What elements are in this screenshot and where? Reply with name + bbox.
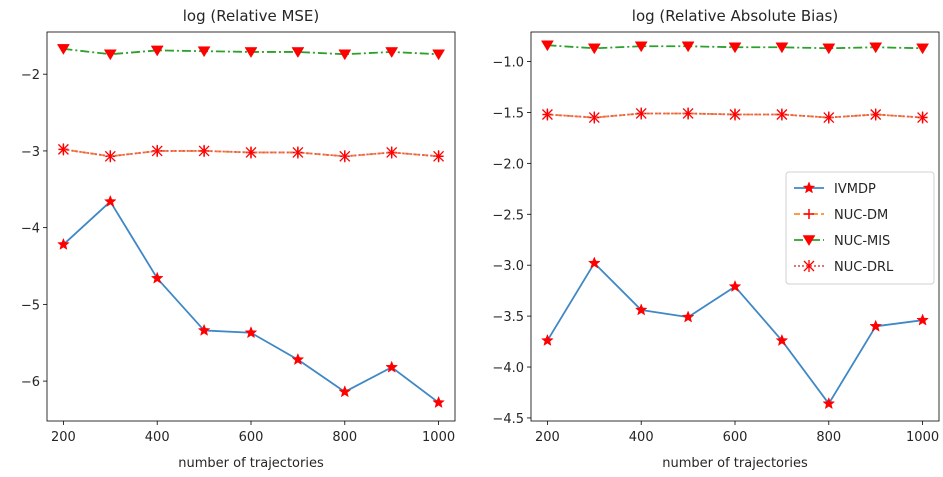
y-tick-label: −4.0: [492, 361, 524, 376]
series-nuc-drl: [58, 143, 443, 162]
x-tick-label: 400: [145, 430, 170, 445]
legend-label: NUC-DM: [834, 208, 888, 223]
x-tick-label: 600: [723, 430, 748, 445]
y-tick-label: −2.0: [492, 157, 524, 172]
x-tick-label: 200: [51, 430, 76, 445]
y-tick-label: −5: [21, 298, 40, 313]
y-tick-label: −3.5: [492, 310, 524, 325]
data-point-ivmdp: [870, 320, 881, 331]
y-tick-label: −4.5: [492, 412, 524, 427]
series-line-ivmdp: [63, 202, 438, 403]
y-tick-label: −1.0: [492, 56, 524, 71]
legend: IVMDP NUC-DM NUC-MIS NUC-DRL: [786, 172, 934, 284]
data-point-ivmdp: [339, 386, 350, 397]
x-tick-label: 1000: [422, 430, 455, 445]
series-nuc-mis: [541, 41, 928, 54]
data-point-nuc-mis: [433, 50, 445, 60]
plot-frame: [47, 32, 455, 421]
chart-title: log (Relative MSE): [183, 7, 320, 25]
x-tick-label: 800: [332, 430, 357, 445]
legend-label: NUC-MIS: [834, 234, 890, 249]
x-axis-label: number of trajectories: [662, 456, 808, 471]
y-tick-label: −3.0: [492, 259, 524, 274]
x-tick-label: 800: [816, 430, 841, 445]
series-ivmdp: [58, 196, 445, 408]
chart-title: log (Relative Absolute Bias): [632, 7, 838, 25]
chart-relative-mse: log (Relative MSE) 200 400 600 800 1000 −2 −3 −4…: [21, 7, 455, 471]
x-tick-label: 600: [239, 430, 264, 445]
x-axis-label: number of trajectories: [178, 456, 324, 471]
y-tick-label: −2.5: [492, 208, 524, 223]
data-point-ivmdp: [917, 314, 928, 325]
x-tick-label: 1000: [906, 430, 939, 445]
y-tick-label: −6: [21, 375, 40, 390]
legend-label: IVMDP: [834, 182, 876, 197]
series-nuc-mis: [57, 44, 444, 59]
data-point-nuc-mis: [917, 44, 929, 54]
data-point-ivmdp: [433, 397, 444, 408]
x-tick-label: 400: [629, 430, 654, 445]
chart-relative-absolute-bias: log (Relative Absolute Bias) 200 400 600 800…: [492, 7, 939, 471]
y-tick-label: −1.5: [492, 106, 524, 121]
data-point-ivmdp: [682, 311, 693, 322]
y-tick-label: −3: [21, 145, 40, 160]
series-nuc-drl: [542, 107, 927, 123]
x-tick-label: 200: [535, 430, 560, 445]
y-tick-label: −4: [21, 222, 40, 237]
legend-label: NUC-DRL: [834, 260, 894, 275]
data-point-ivmdp: [542, 335, 553, 346]
y-tick-label: −2: [21, 68, 40, 83]
